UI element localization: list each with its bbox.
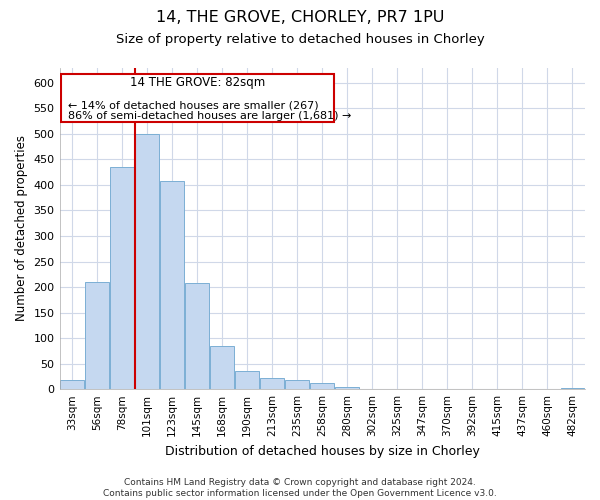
Bar xyxy=(60,380,84,389)
Text: Size of property relative to detached houses in Chorley: Size of property relative to detached ho… xyxy=(116,32,484,46)
Bar xyxy=(210,346,234,389)
Text: ← 14% of detached houses are smaller (267): ← 14% of detached houses are smaller (26… xyxy=(68,100,319,110)
Y-axis label: Number of detached properties: Number of detached properties xyxy=(15,136,28,322)
Bar xyxy=(185,283,209,389)
Bar xyxy=(135,134,159,389)
Text: Contains HM Land Registry data © Crown copyright and database right 2024.
Contai: Contains HM Land Registry data © Crown c… xyxy=(103,478,497,498)
Bar xyxy=(286,380,309,389)
FancyBboxPatch shape xyxy=(61,74,334,122)
Text: 86% of semi-detached houses are larger (1,681) →: 86% of semi-detached houses are larger (… xyxy=(68,111,352,121)
Bar xyxy=(560,388,584,389)
Bar xyxy=(361,388,384,389)
Bar xyxy=(335,386,359,389)
Bar xyxy=(110,167,134,389)
Bar xyxy=(260,378,284,389)
Text: 14, THE GROVE, CHORLEY, PR7 1PU: 14, THE GROVE, CHORLEY, PR7 1PU xyxy=(156,10,444,25)
X-axis label: Distribution of detached houses by size in Chorley: Distribution of detached houses by size … xyxy=(165,444,480,458)
Bar xyxy=(85,282,109,389)
Bar xyxy=(160,181,184,389)
Text: 14 THE GROVE: 82sqm: 14 THE GROVE: 82sqm xyxy=(130,76,265,90)
Bar xyxy=(310,382,334,389)
Bar xyxy=(235,372,259,389)
